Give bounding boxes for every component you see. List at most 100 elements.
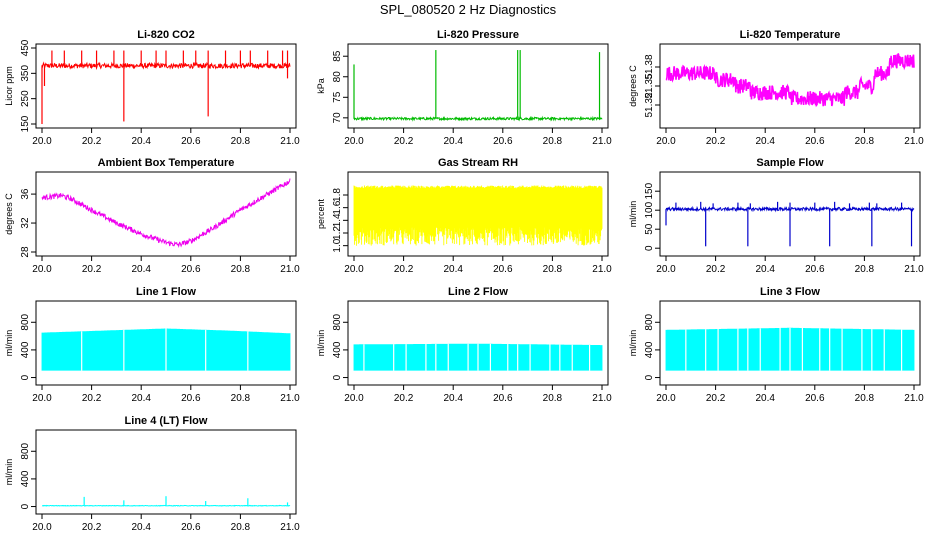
y-tick-label: 1.2: [332, 226, 343, 240]
y-axis-label: degrees C: [4, 193, 14, 235]
chart-panel-3: Li-820 Temperature 20.0 20.2 20.4 20.6 20.8 21…: [628, 29, 924, 147]
plot-frame: [347, 43, 609, 129]
chart-title: Ambient Box Temperature: [98, 157, 235, 169]
x-tick-label: 20.2: [82, 522, 102, 533]
x-tick-label: 21.0: [280, 136, 300, 147]
series-line: [353, 185, 603, 246]
series-line: [353, 343, 603, 371]
chart-panel-1: Li-820 CO2 20.0 20.2 20.4 20.6 20.8 21.0 150 250…: [4, 29, 300, 147]
series-trace: [41, 178, 291, 249]
x-tick-label: 21.0: [592, 393, 612, 404]
x-tick-label: 20.0: [344, 136, 364, 147]
x-tick-label: 20.4: [131, 393, 151, 404]
x-tick-label: 20.4: [755, 264, 775, 275]
chart-title: Line 2 Flow: [448, 286, 508, 298]
y-tick-label: 800: [20, 442, 31, 459]
series-line: [665, 53, 915, 108]
x-tick-label: 20.8: [543, 264, 563, 275]
y-axis-label: ml/min: [316, 330, 326, 357]
y-axis-label: ml/min: [628, 201, 638, 228]
chart-title: Line 3 Flow: [760, 286, 820, 298]
chart-panel-2: Li-820 Pressure 20.0 20.2 20.4 20.6 20.8 21.0 7…: [316, 29, 612, 147]
x-tick-label: 20.0: [32, 136, 52, 147]
y-tick-label: 400: [332, 341, 343, 358]
x-tick-label: 20.2: [82, 264, 102, 275]
plot-frame: [35, 429, 297, 515]
x-tick-label: 20.0: [344, 264, 364, 275]
chart-panel-9: Line 3 Flow 20.0 20.2 20.4 20.6 20.8 21.0 0 400 8…: [628, 286, 924, 404]
figure-title: SPL_080520 2 Hz Diagnostics: [380, 2, 557, 17]
series-line: [665, 327, 915, 371]
y-tick-label: 80: [332, 71, 343, 83]
x-tick-label: 21.0: [904, 264, 924, 275]
y-axis-label: ml/min: [628, 330, 638, 357]
x-tick-label: 20.0: [344, 393, 364, 404]
plot-frame: [659, 43, 921, 129]
plot-frame: [35, 43, 297, 129]
x-tick-label: 20.2: [82, 136, 102, 147]
x-tick-label: 21.0: [904, 393, 924, 404]
y-axis-label: kPa: [316, 78, 326, 94]
x-tick-label: 21.0: [592, 264, 612, 275]
y-tick-label: 51.35: [644, 73, 655, 98]
chart-panel-10: Line 4 (LT) Flow 20.0 20.2 20.4 20.6 20.8 21.0…: [4, 415, 300, 533]
x-tick-label: 20.6: [181, 393, 201, 404]
plot-frame: [35, 171, 297, 257]
x-tick-label: 20.8: [855, 264, 875, 275]
y-tick-label: 0: [20, 503, 31, 509]
x-tick-label: 20.8: [231, 264, 251, 275]
y-tick-label: 100: [644, 201, 655, 218]
x-tick-label: 20.0: [32, 522, 52, 533]
x-tick-label: 20.6: [493, 393, 513, 404]
x-tick-label: 20.6: [181, 522, 201, 533]
y-tick-label: 0: [644, 245, 655, 251]
x-tick-label: 20.6: [181, 136, 201, 147]
y-tick-label: 150: [20, 115, 31, 132]
x-tick-label: 21.0: [280, 264, 300, 275]
y-tick-label: 50: [644, 223, 655, 235]
x-tick-label: 20.6: [493, 264, 513, 275]
series-band: [353, 343, 603, 371]
plot-frame: [659, 171, 921, 257]
x-tick-label: 20.8: [231, 393, 251, 404]
x-tick-label: 20.2: [706, 393, 726, 404]
x-tick-label: 20.4: [443, 264, 463, 275]
x-tick-label: 20.2: [706, 136, 726, 147]
x-tick-label: 20.2: [706, 264, 726, 275]
y-tick-label: 350: [20, 65, 31, 82]
chart-panel-7: Line 1 Flow 20.0 20.2 20.4 20.6 20.8 21.0 0 400 8…: [4, 286, 300, 404]
y-tick-label: 75: [332, 91, 343, 103]
series-trace: [353, 115, 603, 122]
x-tick-label: 20.4: [443, 136, 463, 147]
x-tick-label: 21.0: [280, 393, 300, 404]
y-axis-label: percent: [316, 198, 326, 229]
y-tick-label: 85: [332, 50, 343, 62]
y-tick-label: 51.32: [644, 92, 655, 117]
plot-frame: [659, 300, 921, 386]
x-tick-label: 20.0: [656, 136, 676, 147]
series-band: [353, 185, 603, 246]
x-tick-label: 20.2: [394, 393, 414, 404]
y-axis-label: ml/min: [4, 330, 14, 357]
y-tick-label: 800: [332, 313, 343, 330]
y-tick-label: 450: [20, 39, 31, 56]
plot-frame: [347, 300, 609, 386]
y-tick-label: 1.0: [332, 238, 343, 252]
series-line: [353, 50, 603, 122]
y-tick-label: 800: [644, 313, 655, 330]
x-tick-label: 20.4: [443, 393, 463, 404]
y-axis-label: degrees C: [628, 65, 638, 107]
y-tick-label: 400: [644, 341, 655, 358]
series-line: [41, 50, 291, 124]
plot-frame: [347, 171, 609, 257]
y-tick-label: 800: [20, 313, 31, 330]
y-tick-label: 250: [20, 90, 31, 107]
chart-title: Line 4 (LT) Flow: [125, 415, 208, 427]
chart-title: Line 1 Flow: [136, 286, 196, 298]
x-tick-label: 20.4: [131, 522, 151, 533]
y-tick-label: 36: [20, 188, 31, 200]
x-tick-label: 20.8: [855, 393, 875, 404]
chart-title: Li-820 Temperature: [740, 29, 841, 41]
x-tick-label: 20.0: [656, 264, 676, 275]
